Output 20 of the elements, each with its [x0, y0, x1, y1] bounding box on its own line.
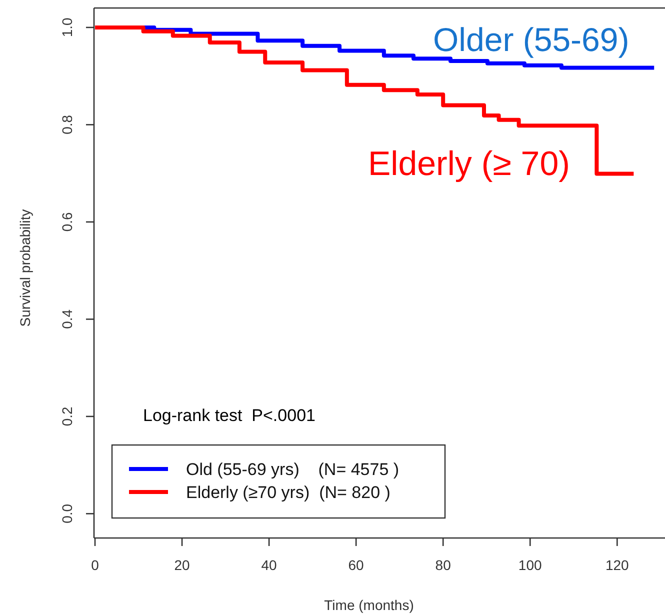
- x-tick-label: 100: [518, 557, 542, 573]
- y-tick-label: 0.2: [59, 406, 75, 426]
- y-tick-label: 0.6: [59, 212, 75, 232]
- x-tick-label: 60: [348, 557, 364, 573]
- x-tick-label: 0: [91, 557, 100, 573]
- legend-label: Old (55-69 yrs) (N= 4575 ): [186, 460, 400, 479]
- annotation: Elderly (≥ 70): [368, 145, 570, 183]
- x-axis-title: Time (months): [324, 597, 414, 613]
- y-tick-label: 0.8: [59, 114, 75, 134]
- legend-label: Elderly (≥70 yrs) (N= 820 ): [186, 483, 390, 502]
- x-tick-label: 20: [174, 557, 190, 573]
- x-tick-label: 40: [261, 557, 278, 573]
- annotation: Older (55-69): [433, 21, 630, 58]
- annotation: Log-rank test P<.0001: [143, 406, 316, 425]
- y-tick-label: 0.4: [59, 309, 75, 329]
- x-tick-label: 120: [605, 557, 630, 573]
- x-tick-label: 80: [435, 557, 452, 573]
- y-tick-label: 1.0: [59, 18, 75, 38]
- y-axis-title: Survival probability: [17, 209, 33, 327]
- y-tick-label: 0.0: [59, 504, 75, 524]
